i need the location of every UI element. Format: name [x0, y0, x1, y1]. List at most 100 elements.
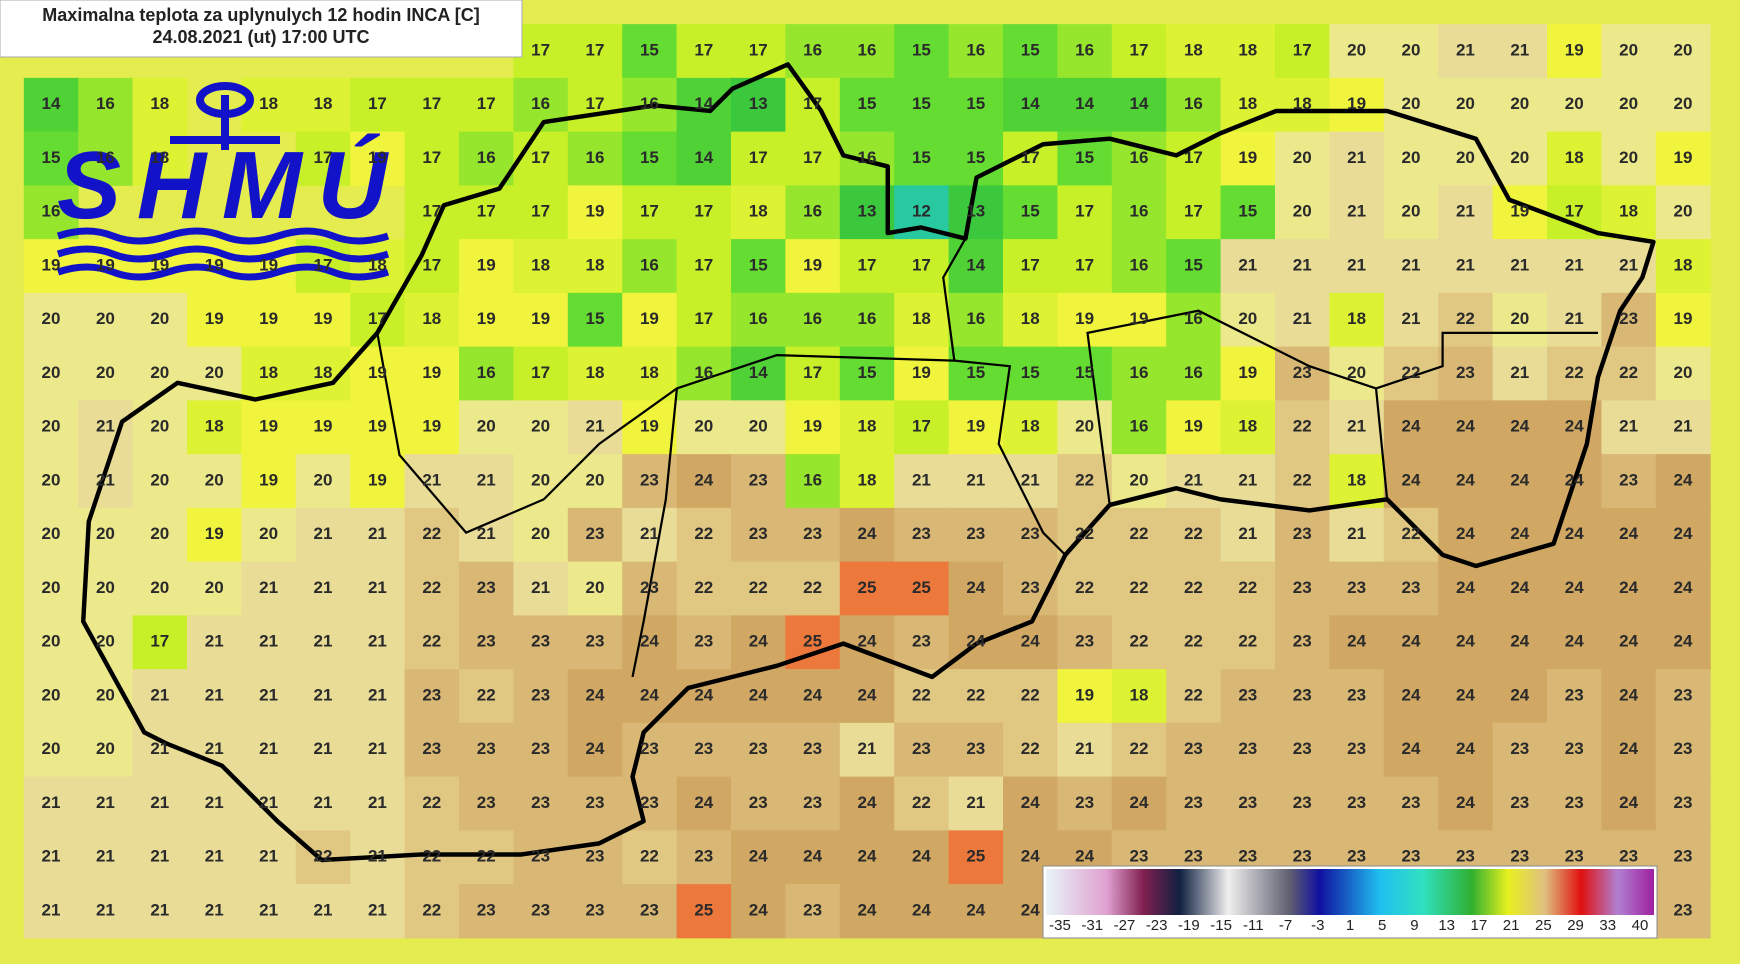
temperature-value: 23 [749, 739, 768, 758]
legend-colorbar [1046, 869, 1654, 915]
legend-label: 33 [1599, 917, 1616, 934]
region-border [376, 238, 1598, 678]
temperature-value: 21 [1619, 417, 1638, 436]
temperature-value: 23 [1674, 739, 1693, 758]
temperature-value: 22 [1075, 578, 1094, 597]
temperature-value: 22 [1075, 470, 1094, 489]
temperature-cell [894, 722, 950, 778]
temperature-value: 16 [803, 470, 822, 489]
temperature-cell [513, 884, 569, 939]
temperature-cell [78, 776, 134, 831]
temperature-value: 25 [694, 900, 713, 919]
subtitle: 24.08.2021 (ut) 17:00 UTC [152, 27, 369, 47]
temperature-value: 15 [42, 148, 61, 167]
temperature-value: 22 [1021, 739, 1040, 758]
temperature-cell [1492, 615, 1548, 670]
temperature-value: 16 [1184, 94, 1203, 113]
legend-label: -23 [1146, 917, 1168, 934]
temperature-cell [1329, 24, 1385, 79]
temperature-value: 23 [966, 524, 985, 543]
temperature-value: 24 [694, 470, 713, 489]
temperature-value: 18 [1347, 309, 1366, 328]
temperature-value: 17 [531, 148, 550, 167]
temperature-cell [1220, 615, 1276, 670]
temperature-value: 25 [912, 578, 931, 597]
temperature-cell [513, 669, 569, 724]
temperature-cell [1003, 722, 1058, 778]
temperature-value: 22 [477, 847, 496, 866]
temperature-cell [1057, 185, 1113, 240]
temperature-value: 21 [314, 793, 333, 812]
temperature-value: 20 [1565, 94, 1584, 113]
temperature-cell [785, 77, 841, 133]
legend-label: -15 [1210, 917, 1232, 934]
temperature-cell [1438, 131, 1494, 186]
temperature-value: 23 [640, 739, 659, 758]
temperature-value: 23 [1293, 632, 1312, 651]
temperature-value: 23 [422, 739, 441, 758]
temperature-value: 17 [912, 255, 931, 274]
temperature-value: 24 [1402, 470, 1421, 489]
temperature-value: 24 [912, 847, 931, 866]
temperature-value: 22 [1184, 524, 1203, 543]
temperature-value: 21 [1075, 739, 1094, 758]
temperature-value: 24 [1674, 578, 1693, 597]
temperature-value: 17 [1130, 40, 1149, 59]
temperature-value: 18 [150, 148, 169, 167]
temperature-value: 24 [586, 685, 605, 704]
temperature-value: 20 [42, 632, 61, 651]
temperature-value: 19 [42, 255, 61, 274]
temperature-cell [132, 454, 188, 509]
temperature-cell [459, 77, 514, 133]
temperature-value: 23 [1293, 793, 1312, 812]
legend-label: 13 [1438, 917, 1455, 934]
temperature-cell [894, 884, 950, 939]
temperature-value: 24 [966, 578, 985, 597]
temperature-value: 23 [1674, 900, 1693, 919]
temperature-value: 16 [96, 94, 115, 113]
temperature-value: 15 [640, 148, 659, 167]
temperature-value: 24 [858, 685, 877, 704]
temperature-cell [622, 615, 678, 670]
temperature-value: 18 [259, 363, 278, 382]
temperature-cell [1003, 185, 1058, 240]
temperature-value: 23 [1456, 363, 1475, 382]
temperature-value: 23 [803, 739, 822, 758]
temperature-value: 24 [1510, 524, 1529, 543]
temperature-value: 19 [640, 309, 659, 328]
temperature-value: 24 [803, 685, 822, 704]
temperature-value: 16 [477, 148, 496, 167]
temperature-cell [1383, 24, 1439, 79]
temperature-value: 23 [1347, 847, 1366, 866]
temperature-cell [1057, 77, 1113, 133]
temperature-value: 16 [858, 40, 877, 59]
temperature-value: 17 [1184, 202, 1203, 221]
temperature-value: 20 [42, 363, 61, 382]
temperature-value: 17 [531, 202, 550, 221]
temperature-value: 23 [531, 685, 550, 704]
temperature-cell [839, 454, 895, 509]
temperature-value: 24 [1510, 470, 1529, 489]
temperature-value: 16 [858, 309, 877, 328]
temperature-value: 25 [803, 632, 822, 651]
temperature-value: 22 [1075, 524, 1094, 543]
border-layer [81, 62, 1656, 863]
temperature-cell [350, 776, 406, 831]
temperature-value: 21 [1347, 524, 1366, 543]
temperature-value: 24 [1456, 417, 1475, 436]
temperature-cell [1383, 507, 1439, 563]
temperature-cell [513, 722, 569, 778]
temperature-cell [567, 239, 623, 294]
temperature-value: 21 [858, 739, 877, 758]
temperature-cell [132, 884, 188, 939]
temperature-value: 21 [96, 847, 115, 866]
temperature-value: 19 [803, 417, 822, 436]
temperature-cell [1492, 24, 1548, 79]
temperature-cell [839, 346, 895, 401]
temperature-cell [132, 669, 188, 724]
temperature-value: 23 [1184, 847, 1203, 866]
temperature-cell [187, 884, 242, 939]
temperature-value: 20 [1674, 40, 1693, 59]
temperature-value: 21 [1347, 255, 1366, 274]
temperature-value: 16 [858, 148, 877, 167]
